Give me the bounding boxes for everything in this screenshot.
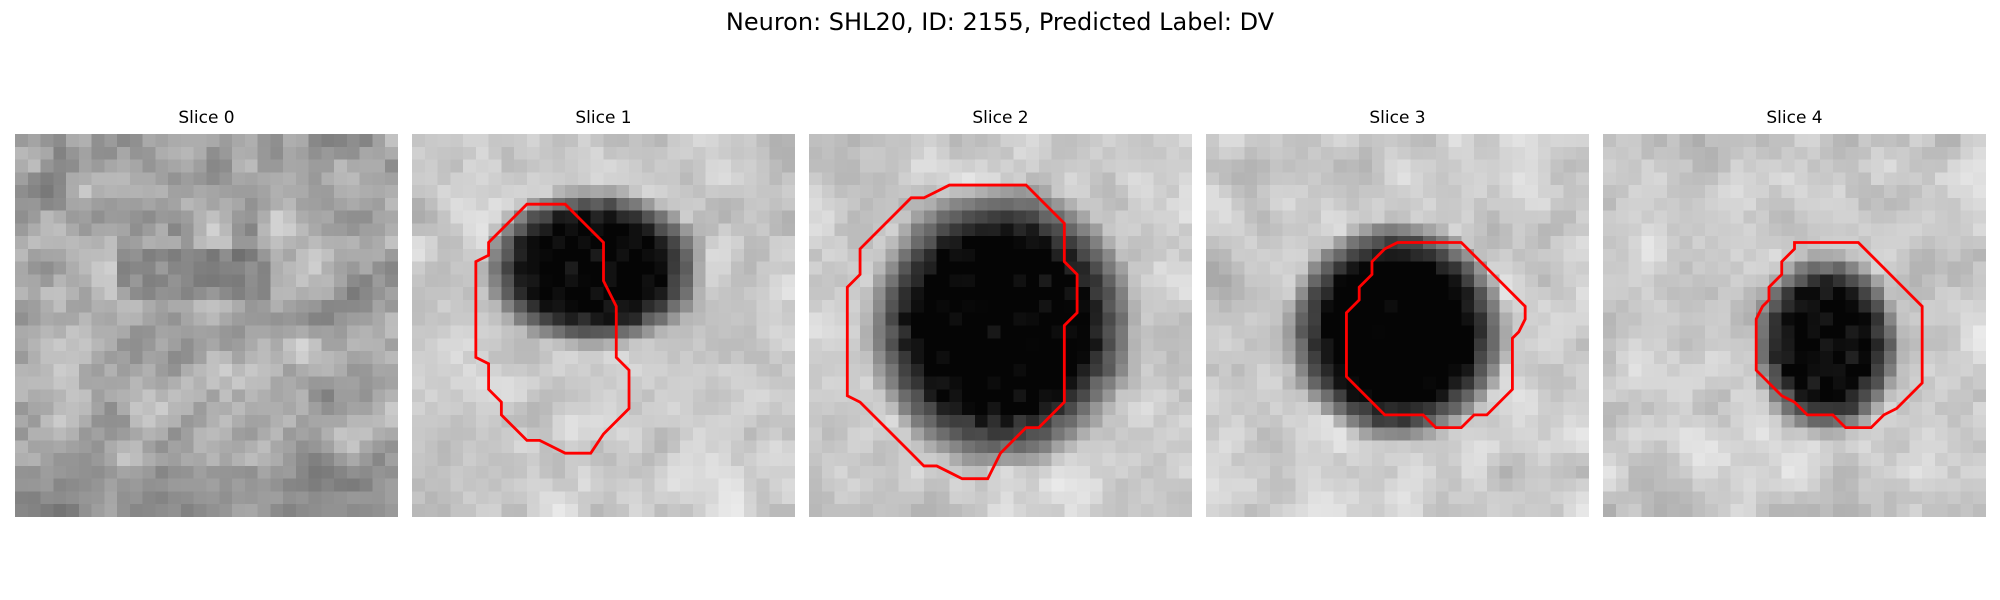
slice-image-3 bbox=[1206, 134, 1589, 517]
pixel-grid bbox=[412, 134, 795, 517]
pixel-grid bbox=[1603, 134, 1986, 517]
slice-image-4 bbox=[1603, 134, 1986, 517]
slice-panel-4: Slice 4 bbox=[1603, 108, 1986, 517]
slice-title: Slice 3 bbox=[1369, 108, 1426, 128]
pixel-grid bbox=[809, 134, 1192, 517]
slice-image-1 bbox=[412, 134, 795, 517]
slice-panel-3: Slice 3 bbox=[1206, 108, 1589, 517]
roi-contour bbox=[1754, 241, 1924, 430]
pixel-grid bbox=[15, 134, 398, 517]
pixel-grid bbox=[1206, 134, 1589, 517]
slice-title: Slice 4 bbox=[1766, 108, 1823, 128]
slice-panel-2: Slice 2 bbox=[809, 108, 1192, 517]
roi-contour bbox=[845, 183, 1079, 481]
slice-title: Slice 0 bbox=[178, 108, 235, 128]
slice-image-2 bbox=[809, 134, 1192, 517]
roi-contour bbox=[1345, 241, 1527, 430]
slice-image-0 bbox=[15, 134, 398, 517]
roi-contour bbox=[474, 202, 631, 455]
figure-title: Neuron: SHL20, ID: 2155, Predicted Label… bbox=[725, 8, 1275, 36]
slice-panel-1: Slice 1 bbox=[412, 108, 795, 517]
slice-title: Slice 1 bbox=[575, 108, 632, 128]
slice-title: Slice 2 bbox=[972, 108, 1029, 128]
slice-panel-0: Slice 0 bbox=[15, 108, 398, 517]
